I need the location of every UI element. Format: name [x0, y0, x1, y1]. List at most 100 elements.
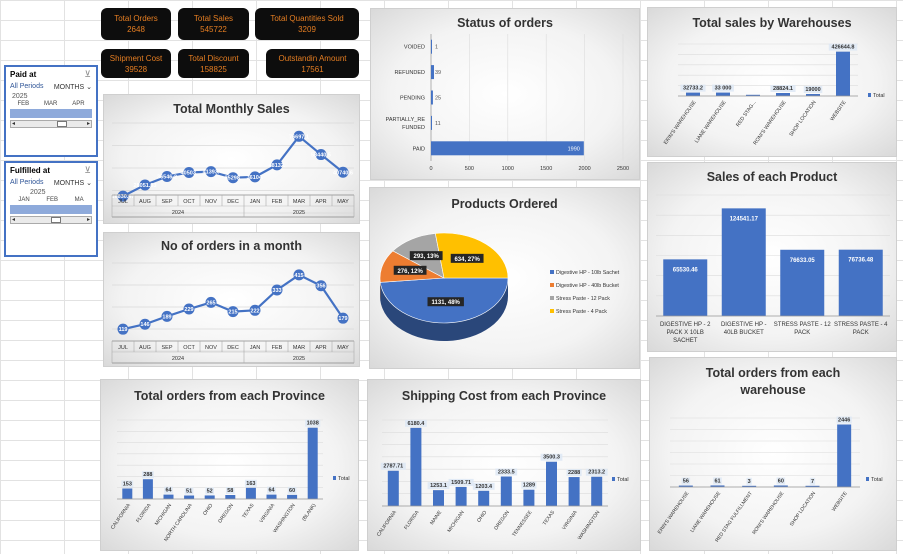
arrow-right-icon[interactable]: ▸ [86, 121, 90, 127]
tick-label: FLORIDA [135, 502, 153, 524]
chart-orders-by-warehouse[interactable]: Total orders from each warehouse 56 61 3 60… [649, 357, 897, 551]
kpi-value: 2648 [127, 25, 145, 34]
bar [204, 495, 215, 499]
chart-orders-by-province[interactable]: Total orders from each Province 153 288 64… [100, 379, 359, 551]
tick-label: MAY [337, 345, 349, 351]
kpi-label: Total Sales [193, 14, 234, 23]
filter-icon[interactable]: ⊻ [84, 69, 91, 79]
timeline-month[interactable]: APR [72, 101, 85, 107]
tick-label: TEXAS [241, 502, 256, 519]
timeline-selection-band[interactable] [10, 109, 92, 118]
data-label: 40740.6 [333, 170, 353, 176]
data-label-bg [427, 297, 464, 307]
data-label: 153 [123, 481, 132, 487]
time-level-dropdown[interactable]: MONTHS ⌄ [54, 83, 92, 91]
data-label: 64 [268, 488, 275, 494]
data-label: 146 [140, 322, 149, 328]
data-label: 1038 [307, 421, 319, 427]
data-label: 32733.2 [683, 86, 703, 92]
kpi-value: 158825 [200, 64, 227, 74]
chart-sales-of-each-product[interactable]: Sales of each Product 65530.46 124541.17 7… [647, 162, 897, 352]
chart-products-ordered[interactable]: Products Ordered 1131, 48% 276, 12% 293, 1… [369, 187, 640, 369]
kpi-label: Shipment Cost [109, 53, 163, 63]
chart-total-monthly-sales[interactable]: Total Monthly Sales 16830.47 28051.33 3654… [103, 94, 360, 224]
data-label-bg [287, 486, 297, 494]
timeline-selection-band[interactable] [10, 205, 92, 214]
tick-label: SHOP LOCATION [789, 490, 817, 527]
slicer-title: Paid at [10, 70, 37, 79]
tick-label: MAR [293, 199, 305, 205]
data-label: 39 [435, 70, 441, 76]
bar [746, 94, 760, 96]
data-point [205, 296, 217, 308]
data-label: 179 [338, 316, 347, 322]
data-label: 1990 [568, 146, 580, 152]
legend-label: Total [617, 477, 629, 483]
tick-label: 2000 [578, 166, 590, 172]
data-label: 1253.1 [430, 483, 447, 489]
timeline-scrollbar[interactable]: ◂ ▸ [10, 216, 92, 224]
timeline-scrollbar[interactable]: ◂ ▸ [10, 120, 92, 128]
tick-label: LIANE WAREHOUSE [694, 99, 728, 144]
pie-slice-side [380, 278, 508, 342]
chart-sales-by-warehouse[interactable]: Total sales by Warehouses 32733.2 33 000 2… [647, 7, 897, 157]
slicer-fulfilled-at[interactable]: Fulfilled at ⊻ All Periods MONTHS ⌄ 2025… [4, 161, 98, 257]
data-label: 356 [316, 284, 325, 290]
chart-orders-per-month[interactable]: No of orders in a month 119 146 189 229 265 2… [103, 232, 360, 367]
data-label: 28824.1 [773, 86, 793, 92]
chart-title: Total Monthly Sales [173, 102, 290, 116]
timeline-month[interactable]: JAN [18, 197, 30, 203]
scrollbar-thumb[interactable] [57, 121, 67, 127]
slicer-paid-at[interactable]: Paid at ⊻ All Periods MONTHS ⌄ 2025 FEB … [4, 65, 98, 157]
data-label: 40503. [181, 170, 198, 176]
bar [122, 488, 133, 499]
tick-label: 2024 [172, 356, 184, 362]
arrow-left-icon[interactable]: ◂ [12, 217, 16, 223]
kpi-value: 3209 [298, 25, 316, 34]
tick-label: ERIN'S WAREHOUSE [663, 99, 698, 146]
tick-label: VOIDED [404, 45, 425, 51]
data-point [337, 166, 349, 178]
bar [431, 115, 432, 130]
chart-shipping-cost-by-province[interactable]: Shipping Cost from each Province 2787.71… [367, 379, 641, 551]
tick-label: MAR [293, 345, 305, 351]
data-point [227, 172, 239, 184]
chart-title: No of orders in a month [161, 239, 302, 253]
bar [780, 249, 825, 316]
timeline-month[interactable]: MA [74, 197, 84, 203]
timeline-month[interactable]: FEB [17, 101, 30, 107]
bar [433, 490, 444, 506]
bar [410, 427, 422, 506]
data-label: 2446 [838, 417, 850, 423]
chevron-down-icon: ⌄ [86, 84, 92, 91]
tick-label: PACK X 10LB [667, 330, 704, 336]
timeline-month[interactable]: FEB [46, 197, 58, 203]
tick-label: ERIN'S WAREHOUSE [657, 490, 691, 535]
tick-label: DEC [227, 345, 239, 351]
bar [431, 90, 433, 105]
data-label-bg [713, 477, 722, 485]
data-label-bg [585, 468, 608, 476]
all-periods-label[interactable]: All Periods [10, 179, 44, 186]
tick-label: RED STAG... [735, 100, 757, 128]
bar [387, 470, 399, 506]
data-label-bg [121, 480, 134, 488]
chart-status-of-orders[interactable]: Status of orders 0 500 1000 1500 2000 2500 1 VO… [370, 8, 640, 180]
tick-label: REFUNDED [394, 70, 425, 76]
arrow-left-icon[interactable]: ◂ [12, 121, 16, 127]
data-label: 1131, 48% [432, 300, 461, 306]
tick-label: PACK [853, 330, 869, 336]
all-periods-label[interactable]: All Periods [10, 83, 44, 90]
arrow-right-icon[interactable]: ▸ [86, 217, 90, 223]
timeline-month[interactable]: MAR [43, 101, 58, 107]
tick-label: CALIFORNIA [376, 509, 399, 538]
bar [431, 65, 434, 80]
legend-label: Stress Paste - 4 Pack [556, 309, 607, 315]
tick-label: PACK [794, 330, 810, 336]
time-level-dropdown[interactable]: MONTHS ⌄ [54, 179, 92, 187]
bar [163, 494, 174, 499]
scrollbar-thumb[interactable] [51, 217, 61, 223]
bar [245, 487, 256, 499]
filter-icon[interactable]: ⊻ [84, 165, 91, 175]
